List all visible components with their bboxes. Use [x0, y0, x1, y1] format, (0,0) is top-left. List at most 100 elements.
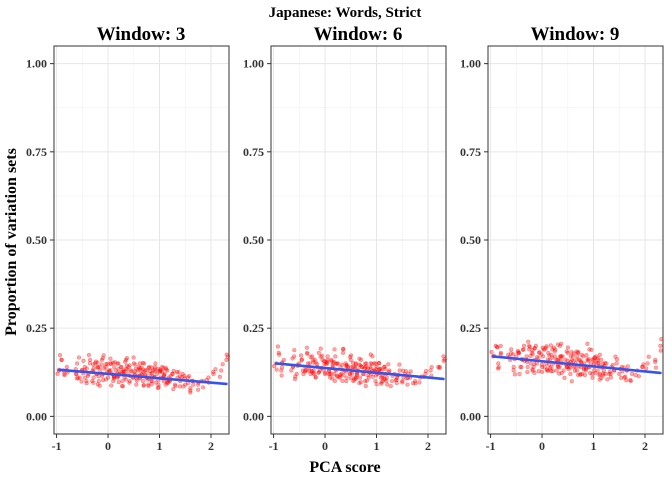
y-tick-label: 0.25 [243, 321, 264, 335]
data-point [337, 374, 343, 379]
data-point [84, 381, 89, 386]
data-point [600, 373, 605, 378]
data-point [623, 374, 628, 379]
data-point [91, 362, 96, 367]
data-point [555, 342, 561, 347]
data-point [582, 372, 588, 378]
data-point [384, 378, 389, 383]
data-point [121, 368, 126, 373]
data-point [624, 378, 629, 383]
data-point [187, 374, 192, 379]
fit-line [491, 355, 662, 375]
data-point [382, 364, 387, 370]
data-point [290, 356, 295, 361]
data-point [91, 375, 96, 380]
data-point [603, 371, 608, 377]
data-point [564, 349, 569, 354]
data-point [211, 371, 216, 377]
data-point [191, 382, 196, 387]
data-point [99, 362, 104, 367]
data-point [527, 347, 532, 352]
data-point [400, 380, 405, 385]
y-tick-label: 0.00 [26, 409, 47, 423]
data-point [274, 367, 279, 372]
data-point [76, 355, 82, 360]
data-point [532, 346, 537, 351]
data-point [397, 362, 402, 367]
data-point [116, 379, 121, 385]
data-point [62, 373, 67, 378]
data-point [405, 382, 410, 387]
data-point [316, 350, 321, 355]
x-tick-label: 1 [157, 439, 163, 453]
data-point [401, 368, 406, 373]
data-point [97, 365, 102, 370]
fit-line [274, 362, 445, 381]
y-tick-label: 1.00 [460, 57, 481, 71]
data-point [589, 347, 594, 353]
data-point [413, 381, 418, 386]
data-point [525, 364, 530, 370]
data-point [498, 352, 503, 357]
panel-window-9: Window: 9 -1 0 1 2 0.00 0.25 0.50 0.75 1.00 [460, 24, 664, 453]
data-point [281, 357, 286, 363]
data-point [389, 378, 395, 384]
data-point [379, 381, 384, 386]
data-point [423, 368, 429, 374]
data-point [563, 357, 568, 363]
data-point [583, 368, 588, 373]
y-tick-label: 1.00 [243, 57, 264, 71]
data-point [548, 343, 553, 348]
data-point [537, 350, 542, 355]
data-point [115, 361, 120, 366]
data-point [171, 387, 176, 392]
x-tick-label: 2 [425, 439, 431, 453]
data-point [608, 375, 614, 380]
data-point [496, 361, 501, 366]
data-point [556, 364, 561, 370]
data-point [109, 383, 114, 388]
x-tick-label: 2 [208, 439, 214, 453]
data-point [605, 377, 610, 382]
data-point [363, 383, 368, 389]
data-point [97, 383, 102, 388]
data-point [217, 374, 223, 379]
data-point [332, 378, 338, 384]
data-point [357, 356, 362, 361]
data-point [85, 373, 90, 379]
data-point [272, 364, 277, 369]
data-point [294, 371, 299, 377]
data-point [330, 376, 335, 381]
data-point [213, 367, 218, 372]
data-point [658, 348, 663, 353]
data-point [363, 364, 369, 369]
data-point [325, 354, 330, 359]
data-point [585, 341, 590, 346]
data-point [373, 361, 379, 366]
panel-title-window-9: Window: 9 [531, 24, 620, 45]
data-point [512, 372, 518, 377]
data-point [383, 366, 388, 372]
data-point [163, 365, 168, 370]
data-point [364, 378, 369, 383]
data-point [515, 348, 521, 354]
data-point [348, 353, 354, 358]
data-point [646, 354, 651, 359]
data-point [127, 380, 132, 385]
data-point [559, 341, 564, 346]
y-axis-title: Proportion of variation sets [3, 148, 20, 336]
y-tick-label: 0.75 [243, 145, 264, 159]
data-point [127, 378, 132, 384]
data-point [614, 361, 619, 366]
data-point [87, 357, 93, 363]
data-point [341, 346, 346, 352]
data-point [547, 353, 552, 358]
data-point [299, 357, 304, 362]
x-tick-label: 2 [642, 439, 648, 453]
data-point [536, 368, 541, 374]
data-point [384, 375, 389, 380]
data-point [133, 362, 138, 367]
data-point [437, 366, 442, 371]
data-point [289, 368, 294, 373]
x-tick-label: -1 [486, 439, 496, 453]
